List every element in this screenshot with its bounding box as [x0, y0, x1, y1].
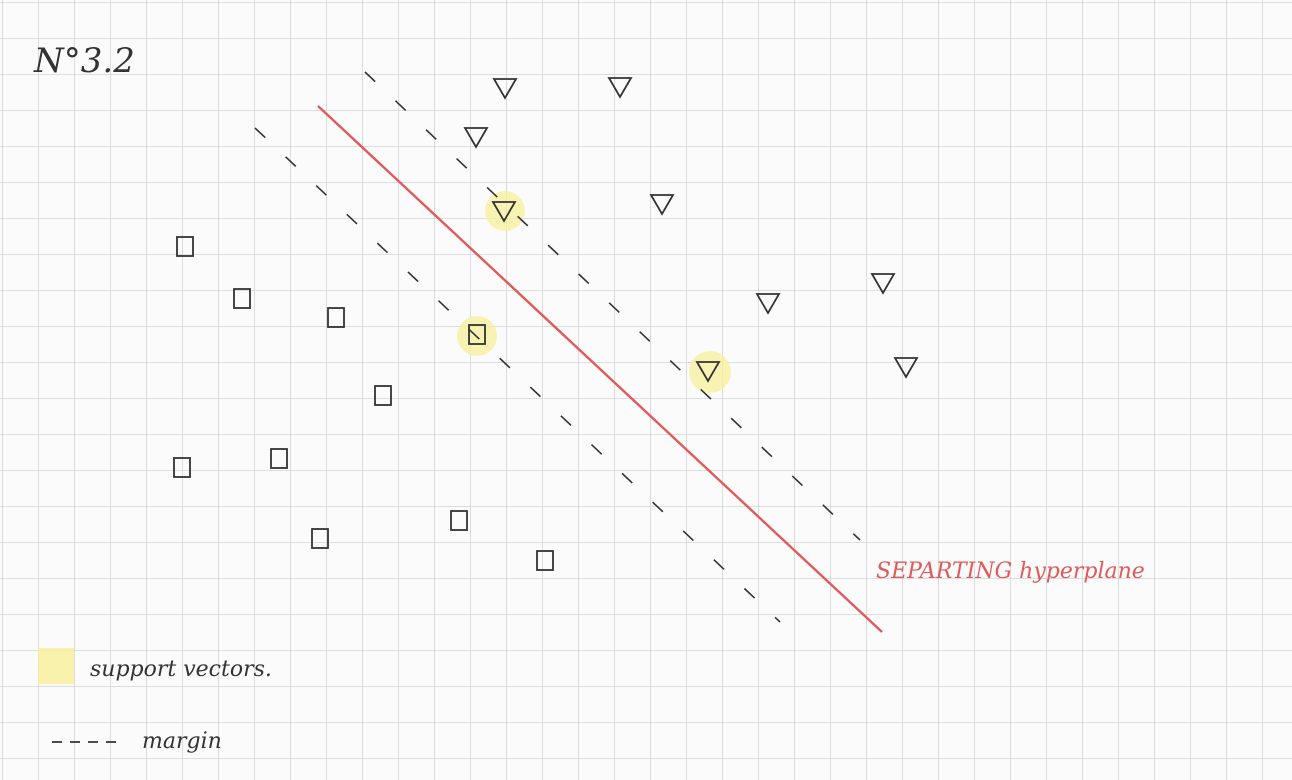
hyperplane-label: SEPARTING hyperplane	[876, 559, 1145, 584]
square-point	[270, 448, 288, 469]
triangle-point	[870, 273, 896, 295]
square-point	[374, 385, 392, 406]
margin-line	[364, 71, 861, 541]
hyperplane	[317, 105, 883, 633]
triangle-point	[607, 77, 633, 99]
square-point	[468, 324, 486, 345]
margin-line	[254, 127, 781, 623]
triangle-point	[492, 78, 518, 100]
triangle-point	[491, 201, 517, 223]
square-point	[311, 528, 329, 549]
legend-label: margin	[142, 729, 222, 754]
title: N°3.2	[33, 41, 135, 81]
triangle-point	[649, 194, 675, 216]
legend-label: support vectors.	[90, 657, 272, 682]
support-highlight	[689, 351, 731, 393]
square-point	[176, 236, 194, 257]
square-point	[450, 510, 468, 531]
points	[173, 77, 919, 571]
triangle-point	[695, 361, 721, 383]
square-point	[327, 307, 345, 328]
square-point	[173, 457, 191, 478]
triangle-point	[463, 127, 489, 149]
support-highlight	[485, 191, 525, 231]
triangle-point	[755, 293, 781, 315]
triangle-point	[893, 357, 919, 379]
square-point	[536, 550, 554, 571]
legend-swatch	[38, 648, 74, 684]
square-point	[233, 288, 251, 309]
